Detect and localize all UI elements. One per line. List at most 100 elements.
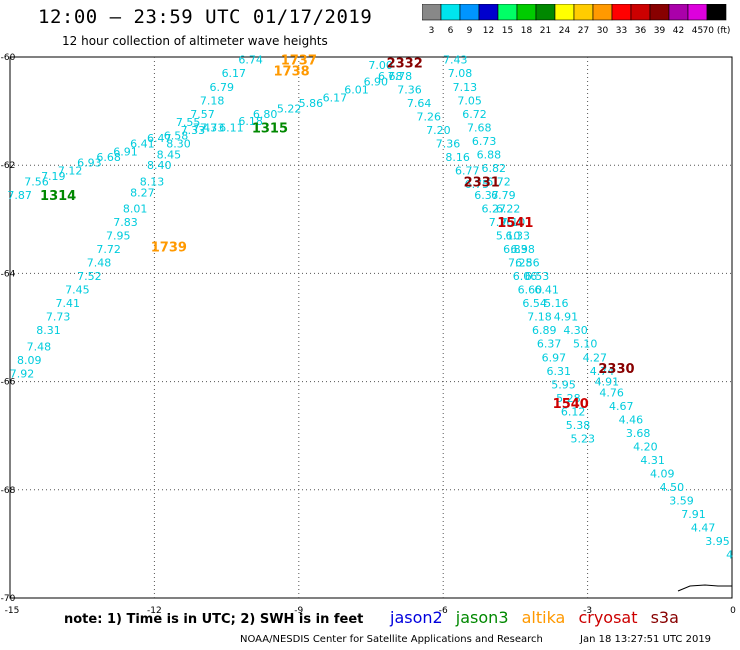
y-tick-label: -68: [1, 486, 16, 496]
footer-timestamp: Jan 18 13:27:51 UTC 2019: [580, 634, 712, 645]
wave-height-value: 7.28: [508, 257, 533, 270]
legend-jason3: jason3: [455, 608, 509, 627]
wave-height-value: 6.11: [219, 121, 244, 134]
legend-cryosat: cryosat: [578, 608, 638, 627]
color-scale-label: 45: [692, 26, 703, 36]
wave-height-value: 6.88: [477, 148, 502, 161]
color-swatch: [706, 4, 727, 21]
wave-height-value: 7.43: [443, 54, 468, 67]
wave-height-value: 5.38: [566, 419, 591, 432]
wave-height-value: 7.33: [181, 124, 206, 137]
wave-height-value: 7.10: [501, 216, 526, 229]
legend-jason2: jason2: [390, 608, 443, 627]
page-subtitle: 12 hour collection of altimeter wave hei…: [62, 34, 328, 48]
wave-height-value: 6.53: [525, 270, 550, 283]
wave-height-value: 3.68: [626, 427, 651, 440]
wave-height-value: 6.06: [513, 270, 538, 283]
y-tick-label: -66: [1, 378, 16, 388]
wave-height-value: 5.28: [556, 392, 581, 405]
wave-height-value: 4.31: [640, 454, 665, 467]
wave-height-value: 6.72: [486, 175, 511, 188]
wave-height-value: 3.95: [705, 535, 730, 548]
wave-height-value: 7.05: [457, 94, 482, 107]
wave-height-value: 8.27: [130, 186, 155, 199]
wave-height-value: 8.01: [123, 202, 148, 215]
wave-height-value: 7.20: [426, 124, 451, 137]
y-tick-label: -62: [1, 161, 16, 171]
wave-height-value: 7.48: [87, 257, 112, 270]
legend-s3a: s3a: [650, 608, 679, 627]
wave-height-value: 6.37: [474, 189, 499, 202]
wave-height-value: 8.16: [445, 151, 470, 164]
wave-height-value: 7.91: [681, 508, 706, 521]
wave-height-value: 6.72: [462, 108, 487, 121]
pass-time-label: 2330: [598, 362, 634, 377]
wave-height-value: 4.47: [691, 522, 716, 535]
pass-time-label: 1540: [553, 397, 589, 412]
wave-height-value: 5.10: [496, 230, 521, 243]
wave-height-value: 6.74: [238, 54, 263, 67]
color-scale-label: 12: [483, 26, 494, 36]
color-scale-label: 30: [597, 26, 609, 36]
wave-height-value: 6.97: [542, 351, 567, 364]
wave-height-value: 6.68: [378, 70, 403, 83]
wave-height-value: 6.17: [222, 67, 247, 80]
wave-height-value: 7.73: [200, 121, 225, 134]
color-scale-label: 3: [429, 26, 435, 36]
wave-height-value: 7.08: [448, 67, 473, 80]
color-scale-label: 15: [502, 26, 513, 36]
wave-height-value: 7.64: [407, 97, 432, 110]
wave-height-value: 4.09: [650, 468, 675, 481]
pass-time-label: 1739: [151, 240, 187, 255]
wave-height-value: 6.33: [506, 230, 531, 243]
wave-height-value: 8.09: [17, 354, 42, 367]
wave-height-value: 6.73: [472, 135, 497, 148]
plot-frame: [9, 56, 733, 599]
wave-height-value: 7.19: [41, 170, 66, 183]
wave-height-value: 7.18: [200, 94, 225, 107]
wave-height-value: 7.52: [77, 270, 102, 283]
wave-height-value: 4.46: [619, 413, 644, 426]
x-tick-label: -6: [439, 606, 448, 616]
wave-height-value: 7.45: [65, 284, 90, 297]
wave-height-value: 4.91: [554, 311, 579, 324]
pass-time-label: 1541: [497, 216, 533, 231]
footer-note: note: 1) Time is in UTC; 2) SWH is in fe…: [64, 612, 364, 627]
wave-height-value: 4.30: [563, 324, 588, 337]
wave-height-value: 7.92: [10, 367, 35, 380]
wave-height-value: 7.68: [467, 121, 492, 134]
wave-height-value: 7.36: [436, 138, 461, 151]
wave-height-value: 7.95: [106, 230, 131, 243]
wave-height-value: 6.47: [147, 132, 172, 145]
y-tick-label: -70: [1, 594, 16, 604]
wave-height-value: 7.73: [46, 311, 71, 324]
satellite-legend: jason2 jason3 altika cryosat s3a: [390, 608, 687, 627]
color-scale-legend: 3 6 9 12 15 18 21 24 27 30 33 36 39 42 45 70 (ft): [422, 4, 730, 36]
wave-height-value: 4.67: [609, 400, 634, 413]
wave-height-value: 6.37: [537, 338, 562, 351]
wave-height-value: 6.80: [253, 108, 278, 121]
wave-height-value: 5.16: [544, 297, 569, 310]
x-tick-label: -9: [294, 606, 303, 616]
wave-height-value: 5.95: [551, 378, 576, 391]
color-scale-label: 21: [540, 26, 551, 36]
coastline: [677, 584, 732, 592]
wave-height-value: 7.12: [58, 165, 83, 178]
wave-height-value: 6.56: [515, 257, 540, 270]
wave-height-value: 4.74: [590, 365, 615, 378]
wave-height-value: 8.45: [157, 148, 182, 161]
wave-height-value: 6.68: [96, 151, 121, 164]
color-scale-label: 27: [578, 26, 589, 36]
wave-height-value: 6.91: [113, 146, 138, 159]
y-tick-label: -60: [1, 53, 16, 63]
wave-height-value: 6.58: [164, 129, 189, 142]
color-scale-label: 6: [448, 26, 454, 36]
wave-height-value: 7.26: [489, 216, 514, 229]
wave-height-value: 4.91: [595, 376, 620, 389]
wave-height-value: 8.13: [140, 175, 165, 188]
wave-height-value: 7.87: [7, 189, 32, 202]
footer-credit: NOAA/NESDIS Center for Satellite Applica…: [240, 634, 543, 645]
wave-height-value: 6.54: [522, 297, 547, 310]
color-scale-label: 24: [559, 26, 571, 36]
wave-height-value: 6.79: [210, 81, 235, 94]
